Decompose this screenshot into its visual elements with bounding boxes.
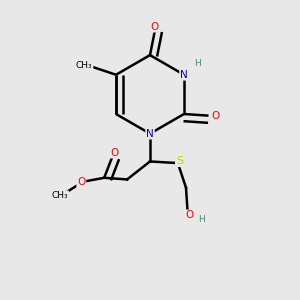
Text: O: O	[110, 148, 118, 158]
Text: N: N	[180, 70, 188, 80]
Text: S: S	[176, 156, 183, 166]
Text: H: H	[194, 59, 201, 68]
Text: CH₃: CH₃	[76, 61, 93, 70]
Text: O: O	[211, 111, 219, 121]
Text: CH₃: CH₃	[52, 191, 68, 200]
Text: O: O	[151, 22, 159, 32]
Text: O: O	[185, 210, 194, 220]
Text: H: H	[198, 215, 205, 224]
Text: O: O	[77, 177, 86, 187]
Text: N: N	[146, 129, 154, 139]
